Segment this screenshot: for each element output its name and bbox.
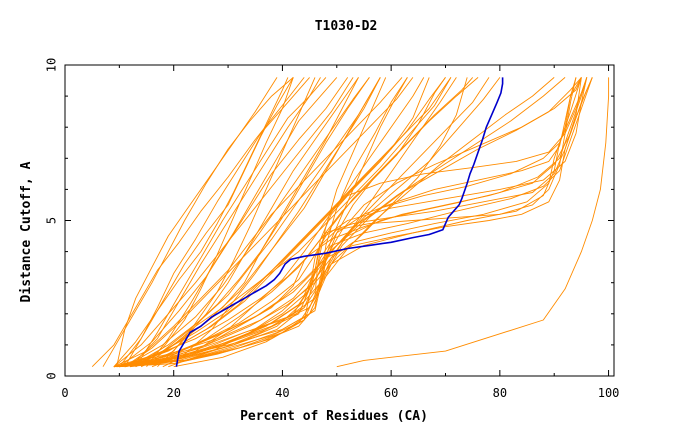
x-tick-label: 0 [61, 386, 68, 400]
series-line [135, 77, 294, 368]
plot-area [91, 77, 610, 368]
y-tick-label: 10 [45, 58, 59, 72]
series-line [124, 77, 577, 368]
y-tick-label: 0 [45, 372, 59, 379]
y-axis-label: Distance Cutoff, A [19, 161, 34, 302]
series-line [113, 77, 354, 368]
series-line [146, 77, 338, 367]
x-tick-label: 100 [598, 386, 620, 400]
series-line [124, 77, 310, 367]
series-line [113, 77, 289, 367]
series-line [129, 77, 381, 368]
series-line [124, 77, 555, 368]
x-axis-label: Percent of Residues (CA) [240, 409, 428, 424]
series-line [124, 77, 370, 368]
series-line [129, 77, 321, 368]
axis-ticks: 0 20 40 60 80 100 0 5 10 [45, 58, 620, 400]
chart-title: T1030-D2 [315, 19, 378, 34]
series-line [116, 77, 582, 368]
series-line [119, 77, 474, 368]
series-line [119, 77, 294, 367]
series-line [119, 77, 349, 368]
series-line [116, 77, 278, 367]
x-tick-label: 60 [384, 386, 398, 400]
series-line [124, 77, 414, 368]
series-line [119, 77, 582, 368]
y-tick-label: 5 [45, 217, 59, 224]
series-line [113, 77, 403, 368]
x-tick-label: 20 [166, 386, 180, 400]
series-line [119, 77, 468, 368]
series-line [119, 77, 582, 368]
series-line [91, 77, 305, 368]
series-line [124, 77, 452, 368]
x-tick-label: 40 [275, 386, 289, 400]
series-line [336, 77, 610, 368]
series-line [113, 77, 588, 368]
series-line [130, 77, 566, 368]
series-line [113, 77, 593, 368]
plot-frame [64, 64, 615, 377]
series-line-highlight [175, 77, 504, 367]
x-tick-label: 80 [493, 386, 507, 400]
series-line [173, 77, 490, 368]
series-line [157, 77, 359, 368]
series-line [151, 77, 381, 368]
series-line [102, 77, 294, 367]
series-line [162, 77, 425, 368]
